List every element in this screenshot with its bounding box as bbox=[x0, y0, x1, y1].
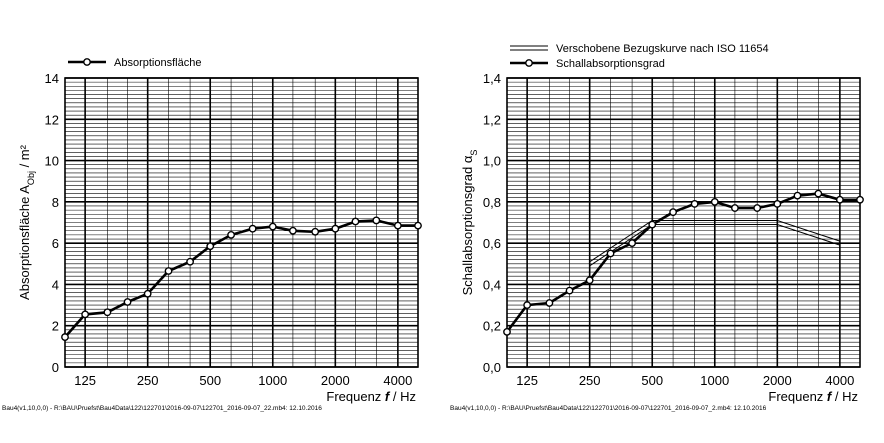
x-tick-label: 250 bbox=[137, 373, 159, 388]
data-point bbox=[690, 200, 699, 208]
data-point bbox=[268, 222, 277, 231]
y-tick-label: 0,8 bbox=[483, 195, 501, 210]
data-point bbox=[669, 208, 677, 217]
footer-path: Bau4(v1,10,0,0) - R:\BAU\Pruefst\Bau4Dat… bbox=[2, 405, 322, 412]
data-point bbox=[585, 276, 594, 285]
y-axis-label-sub: Obj bbox=[26, 171, 36, 185]
data-point bbox=[731, 204, 739, 212]
legend-series-label: Absorptionsfläche bbox=[114, 57, 201, 69]
data-point bbox=[351, 217, 360, 226]
data-point bbox=[143, 289, 152, 298]
data-point bbox=[523, 301, 532, 309]
data-point bbox=[372, 216, 381, 225]
x-tick-label: 250 bbox=[579, 373, 601, 388]
x-tick-label: 4000 bbox=[825, 373, 854, 388]
chart-1: 0 2 4 6 8 10 12 14 125 250 500 1000 2000 4000 Absorpti… bbox=[2, 57, 422, 412]
series-line bbox=[64, 219, 418, 338]
reference-curve bbox=[589, 220, 841, 263]
y-axis-label-sub: S bbox=[469, 150, 479, 156]
y-tick-label: 1,0 bbox=[483, 154, 501, 169]
legend-series-marker bbox=[83, 58, 91, 66]
x-tick-label: 125 bbox=[516, 373, 538, 388]
data-point bbox=[793, 191, 802, 200]
y-tick-label: 2 bbox=[52, 319, 59, 334]
data-point bbox=[545, 299, 554, 307]
data-point bbox=[186, 257, 194, 266]
data-point bbox=[103, 308, 112, 317]
data-point bbox=[248, 224, 257, 233]
y-tick-label: 0 bbox=[52, 360, 59, 375]
x-axis-label-tail: / Hz bbox=[831, 389, 858, 404]
y-axis-label-main: Schallabsorptionsgrad α bbox=[460, 155, 475, 295]
x-axis-label: Frequenz f / Hz bbox=[768, 389, 858, 404]
x-axis-label: Frequenz f / Hz bbox=[326, 389, 416, 404]
x-axis-label-var: f bbox=[827, 389, 833, 404]
data-point bbox=[206, 242, 215, 251]
reference-curve bbox=[589, 224, 841, 267]
x-axis-label-tail: / Hz bbox=[389, 389, 416, 404]
data-point bbox=[414, 221, 422, 230]
data-point bbox=[81, 310, 90, 319]
data-point bbox=[164, 267, 173, 275]
y-tick-label: 10 bbox=[45, 154, 59, 169]
y-tick-label: 0,0 bbox=[483, 360, 501, 375]
legend-reference-label: Verschobene Bezugskurve nach ISO 11654 bbox=[556, 43, 769, 55]
x-tick-label: 2000 bbox=[321, 373, 350, 388]
data-point bbox=[814, 189, 823, 198]
data-point bbox=[628, 239, 636, 248]
data-point bbox=[835, 195, 844, 204]
data-point bbox=[289, 226, 297, 235]
data-point bbox=[123, 298, 132, 306]
data-point bbox=[503, 328, 511, 336]
y-tick-label: 1,4 bbox=[483, 71, 501, 86]
y-tick-label: 14 bbox=[45, 71, 59, 86]
y-tick-label: 8 bbox=[52, 195, 59, 210]
x-axis-label-var: f bbox=[385, 389, 391, 404]
x-axis-label-main: Frequenz bbox=[326, 389, 385, 404]
y-tick-label: 0,6 bbox=[483, 236, 501, 251]
y-tick-label: 12 bbox=[45, 112, 59, 127]
x-tick-label: 500 bbox=[641, 373, 663, 388]
x-tick-label: 125 bbox=[74, 373, 96, 388]
data-point bbox=[311, 227, 320, 236]
data-point bbox=[61, 333, 69, 341]
legend-series-marker bbox=[525, 59, 533, 67]
x-tick-label: 1000 bbox=[258, 373, 287, 388]
y-tick-label: 0,2 bbox=[483, 319, 501, 334]
data-point bbox=[648, 220, 657, 229]
plot-frame bbox=[506, 77, 861, 368]
y-tick-label: 4 bbox=[52, 277, 59, 292]
data-point bbox=[710, 197, 719, 206]
data-point bbox=[856, 195, 864, 204]
y-axis-label-main: Absorptionsfläche A bbox=[17, 185, 32, 300]
y-axis-label: Schallabsorptionsgrad αS bbox=[460, 150, 479, 296]
data-point bbox=[773, 200, 782, 208]
y-tick-label: 0,4 bbox=[483, 277, 501, 292]
y-axis-label-tail: / m² bbox=[17, 144, 32, 171]
chart-2: 0,0 0,2 0,4 0,6 0,8 1,0 1,2 1,4 125 250 500 1000 200… bbox=[450, 43, 864, 412]
x-tick-label: 2000 bbox=[763, 373, 792, 388]
x-tick-label: 500 bbox=[199, 373, 221, 388]
data-point bbox=[565, 286, 574, 295]
y-axis-label: Absorptionsfläche AObj / m² bbox=[17, 144, 36, 300]
data-point bbox=[753, 204, 762, 212]
data-point bbox=[331, 224, 340, 233]
y-tick-label: 6 bbox=[52, 236, 59, 251]
x-tick-label: 4000 bbox=[383, 373, 412, 388]
legend-series-label: Schallabsorptionsgrad bbox=[556, 58, 665, 70]
footer-path: Bau4(v1,10,0,0) - R:\BAU\Pruefst\Bau4Dat… bbox=[450, 405, 767, 412]
y-tick-label: 1,2 bbox=[483, 112, 501, 127]
data-point bbox=[393, 221, 402, 230]
data-point bbox=[606, 249, 615, 258]
x-axis-label-main: Frequenz bbox=[768, 389, 827, 404]
data-point bbox=[227, 230, 235, 239]
x-tick-label: 1000 bbox=[700, 373, 729, 388]
